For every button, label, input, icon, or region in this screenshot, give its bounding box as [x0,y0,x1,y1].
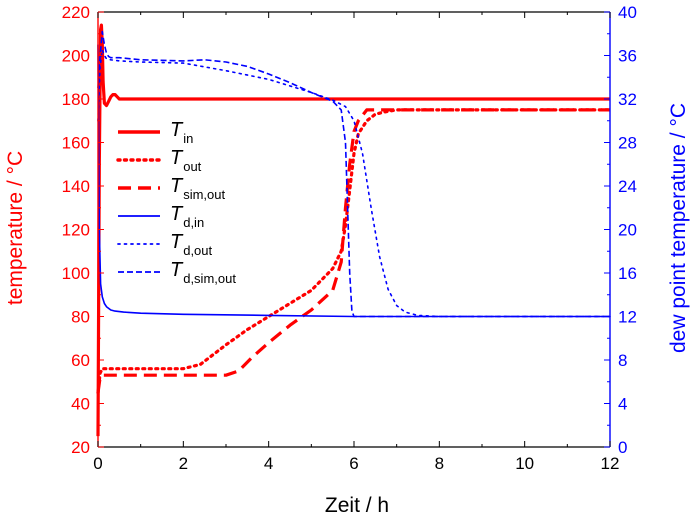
x-tick-label: 12 [601,454,620,473]
x-tick-label: 4 [264,454,273,473]
x-tick-label: 0 [93,454,102,473]
right-y-tick-label: 32 [618,90,637,109]
axes-layer: 0 2 4 6 8 10 122040608010012014016018020022004… [62,3,637,473]
left-y-tick-label: 200 [62,47,90,66]
left-y-tick-label: 180 [62,90,90,109]
x-axis-label: Zeit / h [325,494,389,517]
right-y-tick-label: 4 [618,395,627,414]
plot-background [98,12,610,447]
left-y-tick-label: 80 [71,308,90,327]
series-line-d-sim-out [97,30,610,318]
left-y-tick-label: 40 [71,395,90,414]
x-tick-label: 6 [349,454,358,473]
right-y-tick-label: 20 [618,221,637,240]
right-y-tick-label: 40 [618,3,637,22]
left-y-tick-label: 20 [71,438,90,457]
series-line-sim-out [96,108,610,393]
left-y-tick-label: 220 [62,3,90,22]
right-y-tick-label: 16 [618,264,637,283]
series-line-d-out [97,49,611,318]
left-y-tick-label: 60 [71,351,90,370]
right-y-tick-label: 36 [618,47,637,66]
right-y-tick-label: 0 [618,438,627,457]
left-y-tick-label: 120 [62,221,90,240]
series-layer [96,23,612,437]
x-tick-label: 10 [515,454,534,473]
right-y-tick-label: 24 [618,177,637,196]
right-y-tick-label: 12 [618,308,637,327]
left-y-tick-label: 100 [62,264,90,283]
right-y-tick-label: 28 [618,134,637,153]
x-tick-label: 8 [435,454,444,473]
series-line-out [96,108,612,395]
left-y-tick-label: 140 [62,177,90,196]
x-tick-label: 2 [179,454,188,473]
plot-area [98,12,610,447]
left-y-tick-label: 160 [62,134,90,153]
left-y-axis-label: temperature / °C [4,151,27,305]
right-y-axis-label: dew point temperature / °C [667,103,690,353]
right-y-tick-label: 8 [618,351,627,370]
